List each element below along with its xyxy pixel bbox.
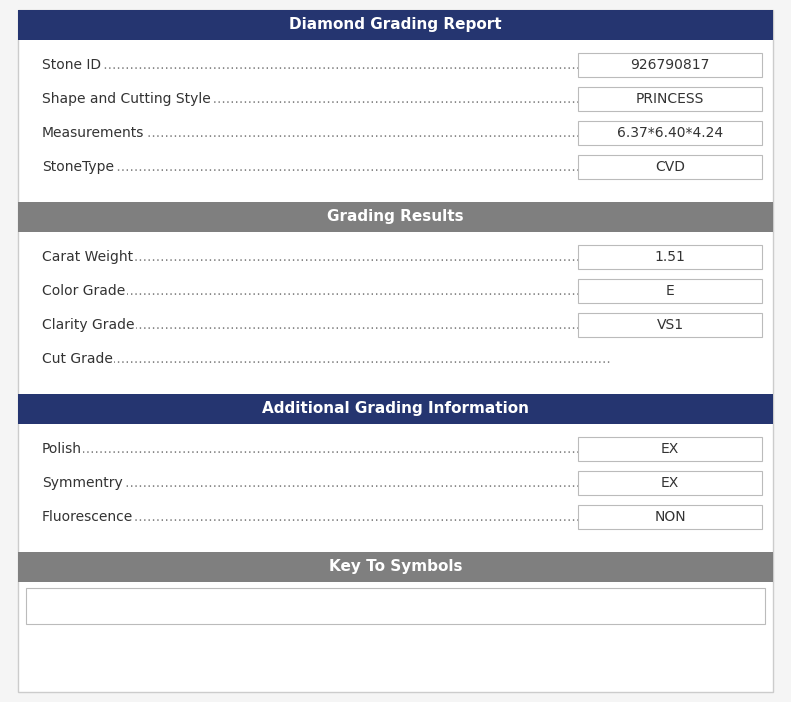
- Text: Measurements: Measurements: [42, 126, 145, 140]
- Bar: [578, 437, 762, 461]
- Bar: [18, 552, 773, 582]
- Text: CVD: CVD: [655, 160, 685, 174]
- Bar: [18, 394, 773, 424]
- Bar: [578, 471, 762, 495]
- Bar: [578, 121, 762, 145]
- Text: Symmentry: Symmentry: [42, 476, 123, 490]
- Text: ................................................................................: ........................................…: [42, 250, 611, 264]
- Text: PRINCESS: PRINCESS: [636, 92, 704, 106]
- Text: ................................................................................: ........................................…: [42, 126, 611, 140]
- Text: Diamond Grading Report: Diamond Grading Report: [290, 18, 501, 32]
- Text: StoneType: StoneType: [42, 160, 114, 174]
- Text: 6.37*6.40*4.24: 6.37*6.40*4.24: [617, 126, 723, 140]
- Text: ................................................................................: ........................................…: [42, 284, 611, 298]
- Text: Fluorescence: Fluorescence: [42, 510, 133, 524]
- Text: ................................................................................: ........................................…: [42, 58, 611, 72]
- Text: EX: EX: [660, 476, 679, 490]
- Bar: [18, 202, 773, 232]
- Text: ................................................................................: ........................................…: [42, 352, 611, 366]
- Text: E: E: [665, 284, 675, 298]
- Bar: [578, 313, 762, 337]
- Text: Additional Grading Information: Additional Grading Information: [262, 402, 529, 416]
- Text: ................................................................................: ........................................…: [42, 92, 611, 106]
- Text: ................................................................................: ........................................…: [42, 442, 611, 456]
- Bar: [578, 53, 762, 77]
- Text: Key To Symbols: Key To Symbols: [329, 559, 462, 574]
- Text: Clarity Grade: Clarity Grade: [42, 318, 134, 332]
- Bar: [26, 588, 765, 624]
- Text: Polish: Polish: [42, 442, 82, 456]
- Text: VS1: VS1: [657, 318, 683, 332]
- Bar: [578, 245, 762, 269]
- Bar: [578, 87, 762, 111]
- Text: Stone ID: Stone ID: [42, 58, 101, 72]
- Text: 926790817: 926790817: [630, 58, 710, 72]
- Text: Grading Results: Grading Results: [327, 209, 464, 225]
- Text: Color Grade: Color Grade: [42, 284, 125, 298]
- Text: ................................................................................: ........................................…: [42, 476, 611, 490]
- Text: EX: EX: [660, 442, 679, 456]
- Bar: [578, 505, 762, 529]
- Bar: [18, 10, 773, 40]
- Text: 1.51: 1.51: [655, 250, 686, 264]
- Bar: [578, 155, 762, 179]
- Text: Cut Grade: Cut Grade: [42, 352, 113, 366]
- Text: Shape and Cutting Style: Shape and Cutting Style: [42, 92, 210, 106]
- Text: ................................................................................: ........................................…: [42, 510, 611, 524]
- Text: ................................................................................: ........................................…: [42, 160, 611, 174]
- Text: Carat Weight: Carat Weight: [42, 250, 133, 264]
- Text: ................................................................................: ........................................…: [42, 318, 611, 332]
- Text: NON: NON: [654, 510, 686, 524]
- Bar: [578, 279, 762, 303]
